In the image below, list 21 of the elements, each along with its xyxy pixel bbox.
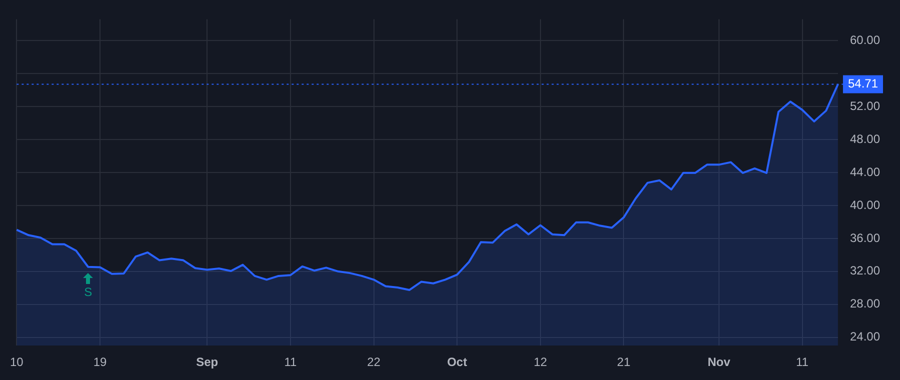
- y-tick-label: 24.00: [850, 330, 880, 344]
- y-tick-label: 44.00: [850, 164, 880, 179]
- y-tick-label: 60.00: [850, 32, 880, 47]
- x-tick-label: 11: [796, 355, 809, 370]
- x-tick-label: 22: [367, 355, 381, 370]
- ref-line-label: 54.71: [848, 76, 878, 91]
- x-tick-label: Sep: [196, 355, 218, 370]
- y-tick-label: 28.00: [850, 296, 880, 311]
- y-tick-label: 48.00: [850, 132, 880, 146]
- x-tick-label: 21: [617, 355, 631, 370]
- annotation: S: [84, 285, 92, 300]
- x-tick-label: Nov: [708, 355, 731, 370]
- y-tick-label: 36.00: [850, 230, 880, 245]
- y-tick-label: 32.00: [850, 264, 880, 278]
- x-tick-label: Oct: [447, 355, 468, 370]
- y-tick-label: 40.00: [850, 198, 880, 212]
- y-tick-label: 52.00: [850, 98, 880, 113]
- x-tick-label: 12: [534, 355, 548, 370]
- x-tick-label: 19: [93, 355, 107, 370]
- x-tick-label: 11: [284, 355, 297, 370]
- x-tick-label: 10: [10, 355, 24, 370]
